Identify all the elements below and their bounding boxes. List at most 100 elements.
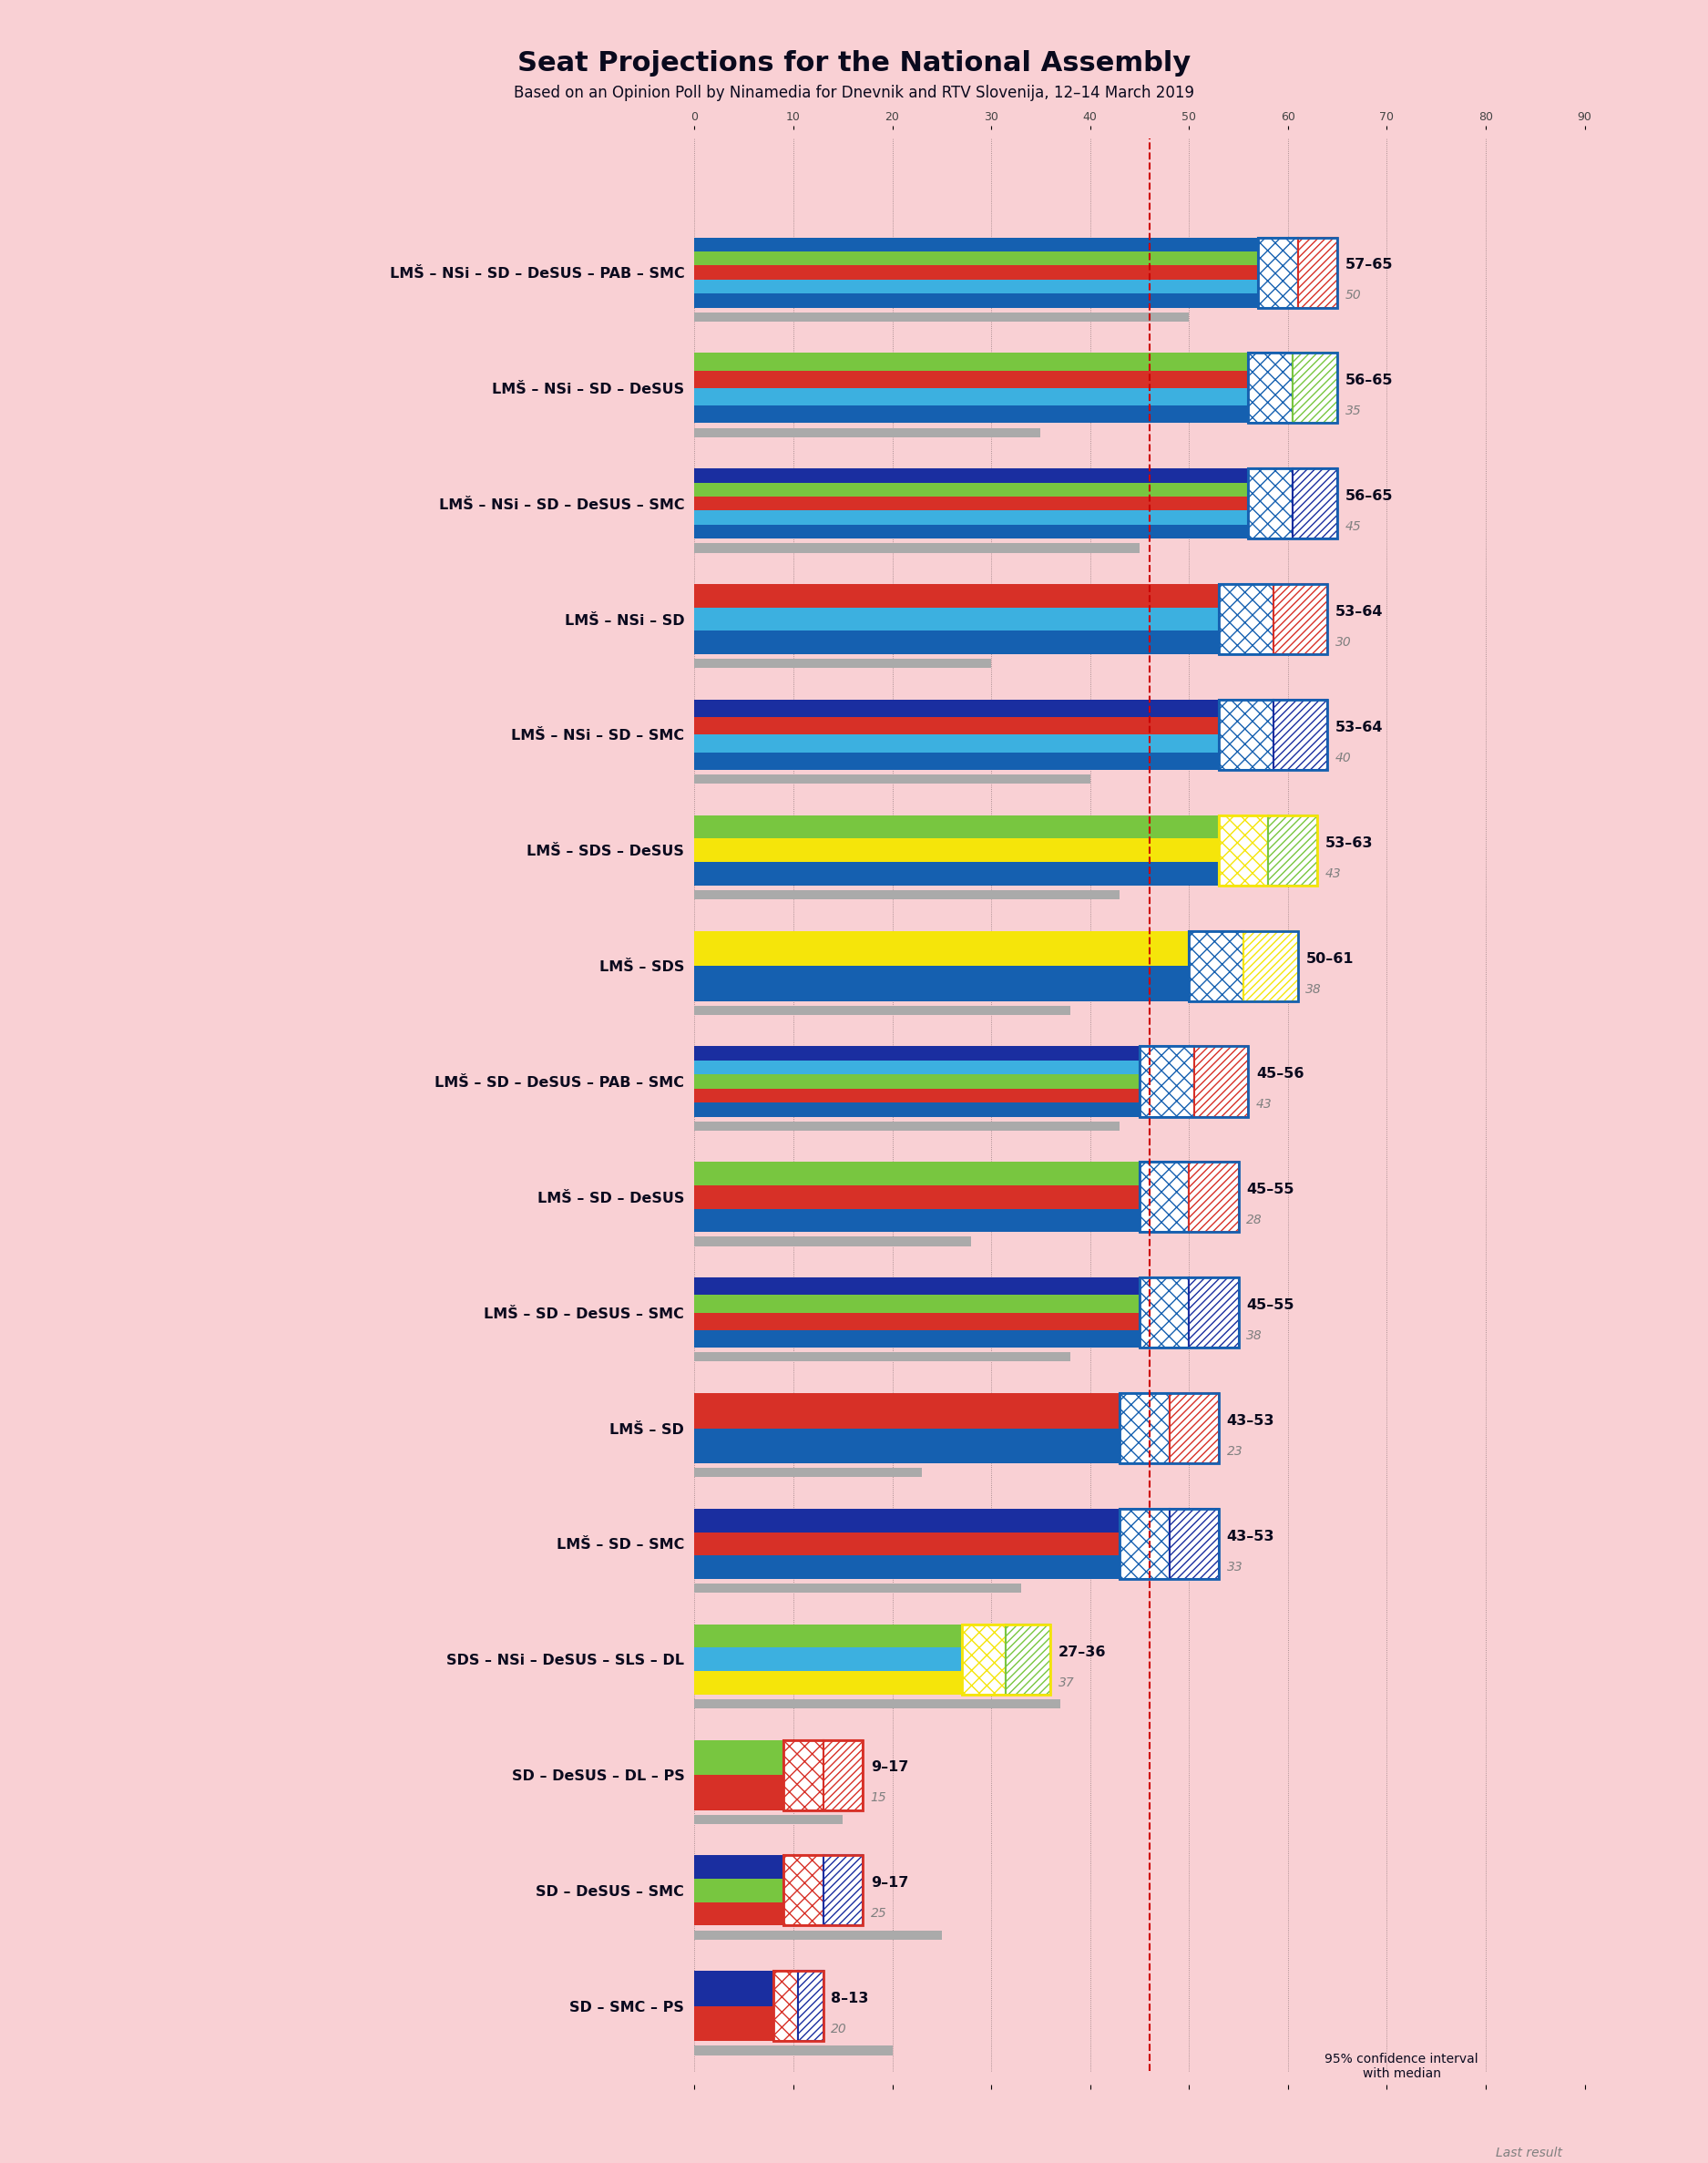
Bar [784, 1739, 863, 1810]
Bar [695, 1185, 1139, 1209]
Bar [1220, 584, 1272, 655]
Bar [695, 967, 1189, 1001]
Bar [1139, 1047, 1249, 1116]
Bar [1249, 353, 1293, 424]
Text: 23: 23 [1226, 1445, 1243, 1458]
Bar [695, 1393, 1120, 1428]
Bar [695, 1531, 1120, 1555]
Bar [1170, 1508, 1220, 1579]
Bar [695, 1901, 784, 1925]
Bar [695, 1583, 1021, 1592]
Text: 45–55: 45–55 [1247, 1298, 1295, 1313]
Bar [695, 1278, 1139, 1296]
Bar [695, 353, 1249, 370]
Text: 35: 35 [1346, 404, 1361, 417]
Bar [695, 497, 1249, 510]
Bar [695, 510, 1249, 526]
Bar [695, 839, 1220, 863]
Bar [695, 1103, 1139, 1116]
Bar [695, 735, 1220, 753]
Bar [695, 1352, 1071, 1363]
Text: 9–17: 9–17 [871, 1761, 909, 1774]
Bar [695, 370, 1249, 387]
Bar [774, 1970, 798, 2042]
Bar [695, 1428, 1120, 1464]
Bar [695, 251, 1259, 266]
Bar [695, 699, 1220, 718]
Bar [1249, 469, 1337, 539]
Text: Based on an Opinion Poll by Ninamedia for Dnevnik and RTV Slovenija, 12–14 March: Based on an Opinion Poll by Ninamedia fo… [514, 84, 1194, 102]
Bar [695, 543, 1139, 552]
Bar [695, 1120, 1120, 1131]
Bar [1139, 1278, 1238, 1348]
Bar [695, 660, 991, 668]
Bar [695, 428, 1040, 437]
Bar [695, 1624, 962, 1648]
Bar [1120, 1393, 1170, 1464]
Bar [695, 1815, 842, 1823]
Bar [798, 1970, 823, 2042]
Bar [695, 526, 1249, 539]
Bar [784, 1856, 863, 1925]
Bar [784, 1739, 823, 1810]
Bar [1220, 815, 1317, 885]
Bar [695, 1508, 1120, 1531]
Bar [695, 482, 1249, 497]
Bar [695, 279, 1259, 294]
Bar [1139, 1047, 1194, 1116]
Bar [695, 1700, 1061, 1709]
Bar [695, 1469, 922, 1477]
Bar [695, 2046, 892, 2055]
Bar [695, 1929, 941, 1940]
Bar [695, 1739, 784, 1776]
Text: 57–65: 57–65 [1346, 257, 1394, 273]
Bar [695, 1162, 1139, 1185]
Bar [1308, 2146, 1486, 2159]
Bar [1308, 2094, 1397, 2135]
Text: Seat Projections for the National Assembly: Seat Projections for the National Assemb… [518, 50, 1190, 76]
Bar [774, 1970, 823, 2042]
Bar [1220, 699, 1327, 770]
Text: 8–13: 8–13 [832, 1992, 869, 2005]
Bar [1397, 2094, 1486, 2135]
Text: 56–65: 56–65 [1346, 489, 1394, 504]
Bar [1139, 1162, 1238, 1233]
Bar [695, 1006, 1071, 1014]
Text: 45–55: 45–55 [1247, 1183, 1295, 1196]
Bar [695, 1060, 1139, 1075]
Bar [695, 1856, 784, 1880]
Text: 53–63: 53–63 [1325, 837, 1373, 850]
Text: 45–56: 45–56 [1257, 1066, 1305, 1082]
Bar [695, 815, 1220, 839]
Bar [1006, 1624, 1050, 1694]
Bar [695, 294, 1259, 307]
Bar [695, 753, 1220, 770]
Bar [695, 1648, 962, 1672]
Bar [1220, 699, 1272, 770]
Text: 43–53: 43–53 [1226, 1529, 1274, 1542]
Text: 43–53: 43–53 [1226, 1415, 1274, 1428]
Bar [695, 1313, 1139, 1330]
Bar [695, 2005, 774, 2042]
Bar [695, 891, 1120, 900]
Bar [695, 1880, 784, 1901]
Bar [1243, 930, 1298, 1001]
Bar [695, 774, 1090, 783]
Bar [695, 238, 1259, 251]
Text: 38: 38 [1247, 1330, 1262, 1343]
Bar [695, 1776, 784, 1810]
Bar [1259, 238, 1337, 307]
Text: 33: 33 [1226, 1560, 1243, 1573]
Bar [695, 1209, 1139, 1233]
Text: Last result: Last result [1496, 2146, 1563, 2159]
Text: 45: 45 [1346, 521, 1361, 532]
Bar [962, 1624, 1050, 1694]
Bar [695, 311, 1189, 322]
Bar [1272, 584, 1327, 655]
Text: 28: 28 [1247, 1213, 1262, 1226]
Bar [784, 1856, 823, 1925]
Text: 9–17: 9–17 [871, 1875, 909, 1890]
Bar [1249, 469, 1293, 539]
Bar [1272, 699, 1327, 770]
Text: 25: 25 [871, 1908, 886, 1921]
